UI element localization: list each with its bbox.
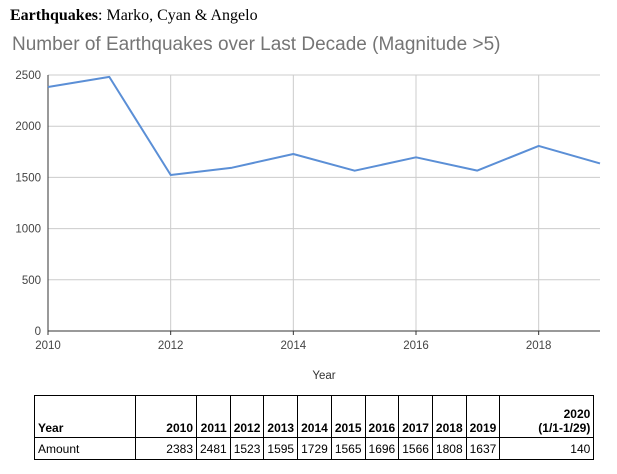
- chart-title: Number of Earthquakes over Last Decade (…: [12, 34, 501, 55]
- table-header-cell: Year: [34, 395, 136, 438]
- data-table: Year 2010 2011 2012 2013 2014 2015 2016 …: [34, 395, 595, 460]
- table-header-cell: 2013: [263, 395, 299, 438]
- table-cell: Amount: [34, 437, 136, 460]
- x-tick-label: 2010: [35, 340, 61, 352]
- y-tick-label: 2000: [15, 121, 41, 133]
- y-tick-label: 500: [22, 275, 41, 287]
- table-header-range: (1/1-1/29): [538, 421, 591, 435]
- x-tick-label: 2014: [281, 340, 307, 352]
- table-cell: 1729: [297, 437, 332, 460]
- table-header-cell: 2016: [364, 395, 400, 438]
- table-cell: 1565: [330, 437, 366, 460]
- y-tick-label: 0: [35, 326, 41, 338]
- table-header-cell: 2011: [196, 395, 231, 438]
- heading-bold: Earthquakes: [10, 7, 99, 24]
- table-header-cell-2020: 2020 (1/1-1/29): [499, 395, 595, 438]
- y-tick-label: 1500: [15, 172, 41, 184]
- table-header-row: Year 2010 2011 2012 2013 2014 2015 2016 …: [34, 395, 595, 438]
- y-tick-label: 1000: [15, 224, 41, 236]
- line-chart: 0 500 1000 1500 2000 2500 2010 2012 2014 2016 2018…: [15, 70, 601, 382]
- x-tick-label: 2012: [158, 340, 184, 352]
- table-cell: 2383: [135, 437, 197, 460]
- table-cell: 2481: [196, 437, 231, 460]
- table-cell: 140: [499, 437, 595, 460]
- table-cell: 1696: [364, 437, 400, 460]
- table-cell: 1595: [263, 437, 299, 460]
- table-header-cell: 2012: [229, 395, 265, 438]
- table-row: Amount 2383 2481 1523 1595 1729 1565 169…: [34, 437, 595, 460]
- x-axis-label: Year: [312, 370, 335, 382]
- table-cell: 1523: [229, 437, 265, 460]
- table-header-cell: 2019: [465, 395, 501, 438]
- table-header-cell: 2014: [297, 395, 332, 438]
- table-cell: 1637: [465, 437, 501, 460]
- table-header-cell: 2010: [135, 395, 197, 438]
- x-tick-label: 2016: [403, 340, 429, 352]
- table-header-cell: 2015: [330, 395, 366, 438]
- table-header-cell: 2018: [431, 395, 467, 438]
- series-line: [47, 75, 601, 176]
- table-header-cell: 2017: [398, 395, 433, 438]
- table-cell: 1808: [431, 437, 467, 460]
- x-tick-label: 2018: [526, 340, 552, 352]
- table-cell: 1566: [398, 437, 433, 460]
- page-heading: Earthquakes: Marko, Cyan & Angelo: [10, 7, 258, 25]
- heading-rest: : Marko, Cyan & Angelo: [98, 7, 258, 24]
- table-header-year: 2020: [563, 407, 591, 421]
- y-tick-label: 2500: [15, 70, 41, 82]
